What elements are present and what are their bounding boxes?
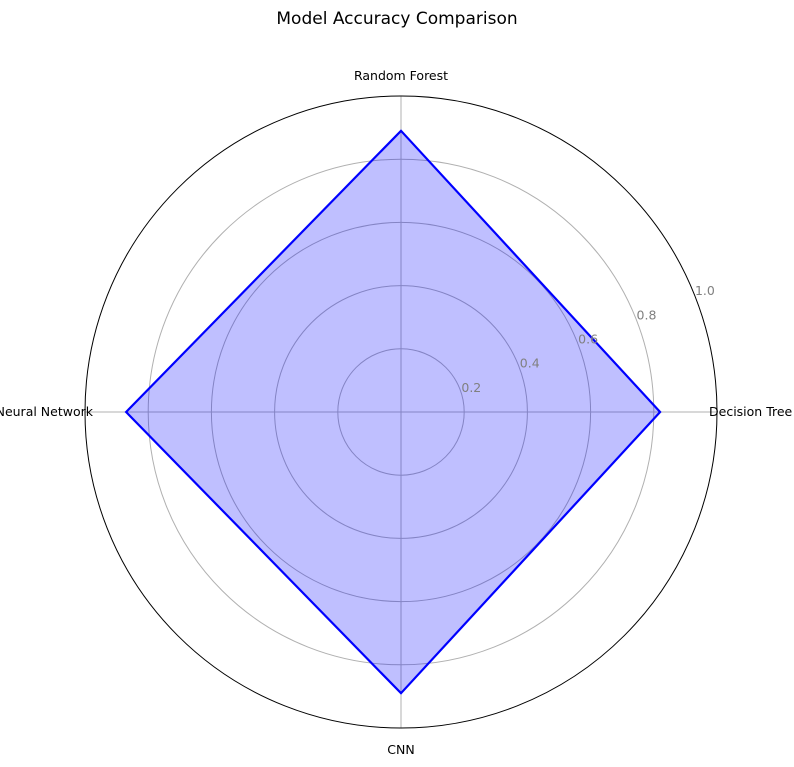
category-label-2: Neural Network	[0, 404, 94, 419]
r-tick-label-3: 0.8	[637, 307, 657, 322]
r-tick-label-4: 1.0	[695, 283, 715, 298]
data-layer	[124, 129, 662, 695]
r-tick-label-2: 0.6	[578, 331, 598, 346]
label-layer: 0.2 0.4 0.6 0.8 1.0 Decision Tree Random Fores…	[0, 68, 793, 757]
outer-frame	[84, 95, 718, 729]
r-tick-label-0: 0.2	[461, 380, 481, 395]
chart-title: Model Accuracy Comparison	[276, 9, 517, 29]
r-tick-label-1: 0.4	[520, 356, 540, 371]
category-label-0: Decision Tree	[709, 404, 793, 419]
category-label-1: Random Forest	[354, 68, 448, 83]
grid-layer	[84, 95, 718, 729]
series-line-0	[124, 129, 662, 695]
category-label-3: CNN	[387, 742, 414, 757]
series-area-0	[126, 130, 661, 694]
